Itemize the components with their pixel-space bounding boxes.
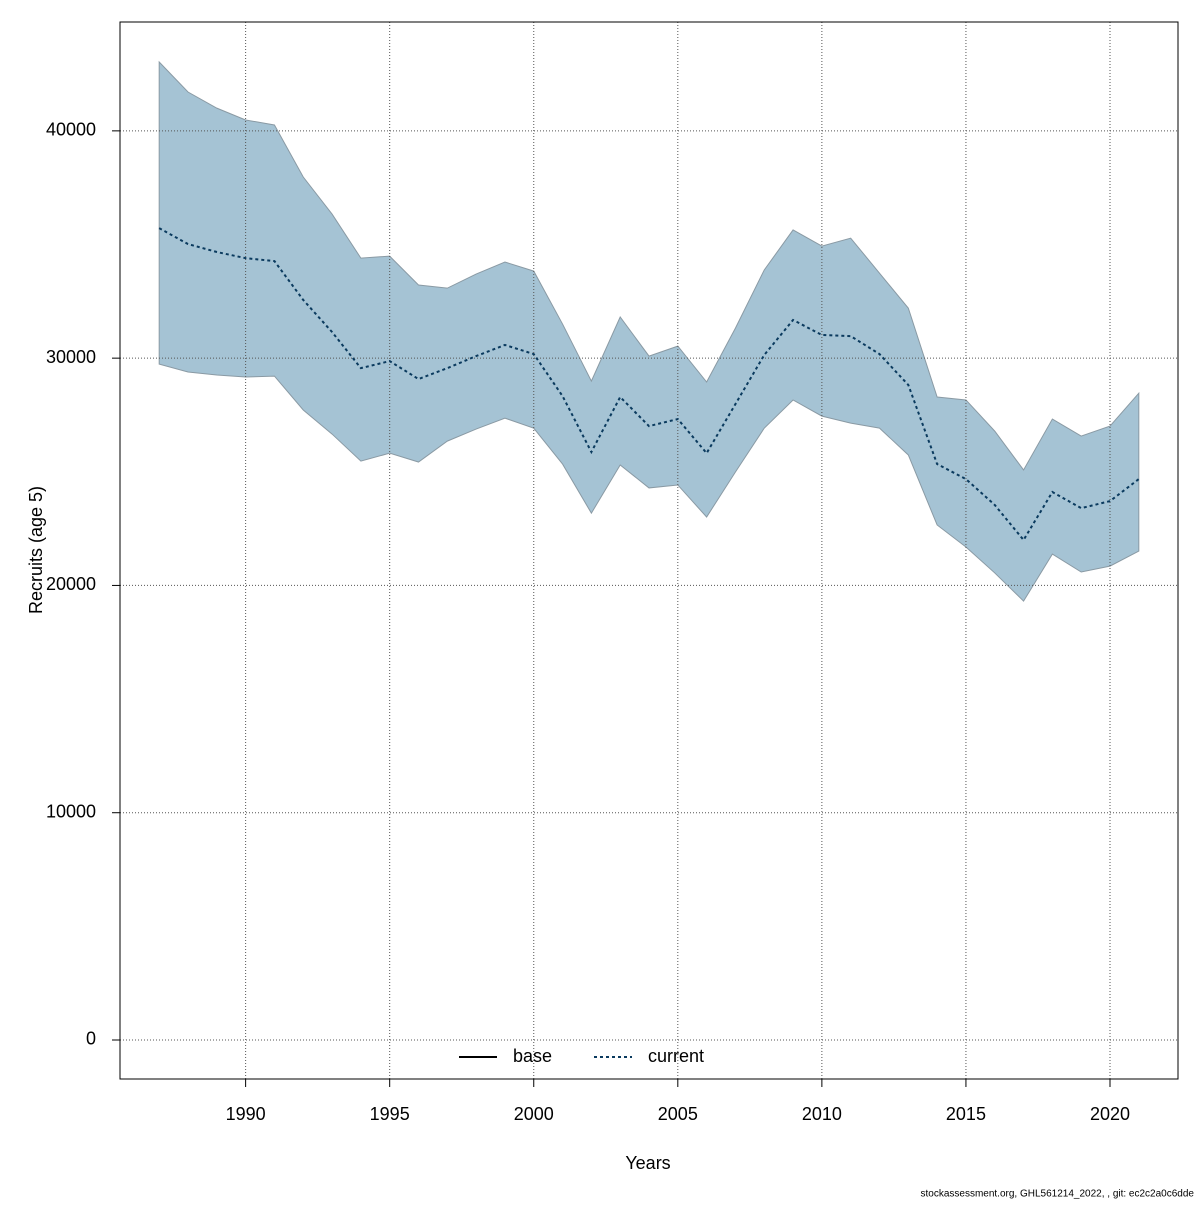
x-tick-label: 2005 [658,1104,698,1124]
x-tick-label: 2010 [802,1104,842,1124]
x-tick-label: 1995 [370,1104,410,1124]
y-tick-label: 40000 [46,120,96,140]
confidence-band [158,60,1140,602]
plot-border [119,21,1179,1080]
x-axis-label: Years [625,1153,670,1173]
legend-label: base [513,1046,552,1066]
y-axis-label: Recruits (age 5) [26,486,46,614]
y-tick-label: 20000 [46,574,96,594]
legend-label: current [648,1046,704,1066]
y-tick-label: 30000 [46,347,96,367]
x-tick-label: 2020 [1090,1104,1130,1124]
footer: stockassessment.org, GHL561214_2022, , g… [920,1189,1194,1200]
x-tick-label: 2000 [514,1104,554,1124]
x-tick-label: 1990 [226,1104,266,1124]
x-tick-label: 2015 [946,1104,986,1124]
y-tick-label: 0 [86,1029,96,1049]
y-tick-label: 10000 [46,801,96,821]
series-line [158,227,1140,542]
